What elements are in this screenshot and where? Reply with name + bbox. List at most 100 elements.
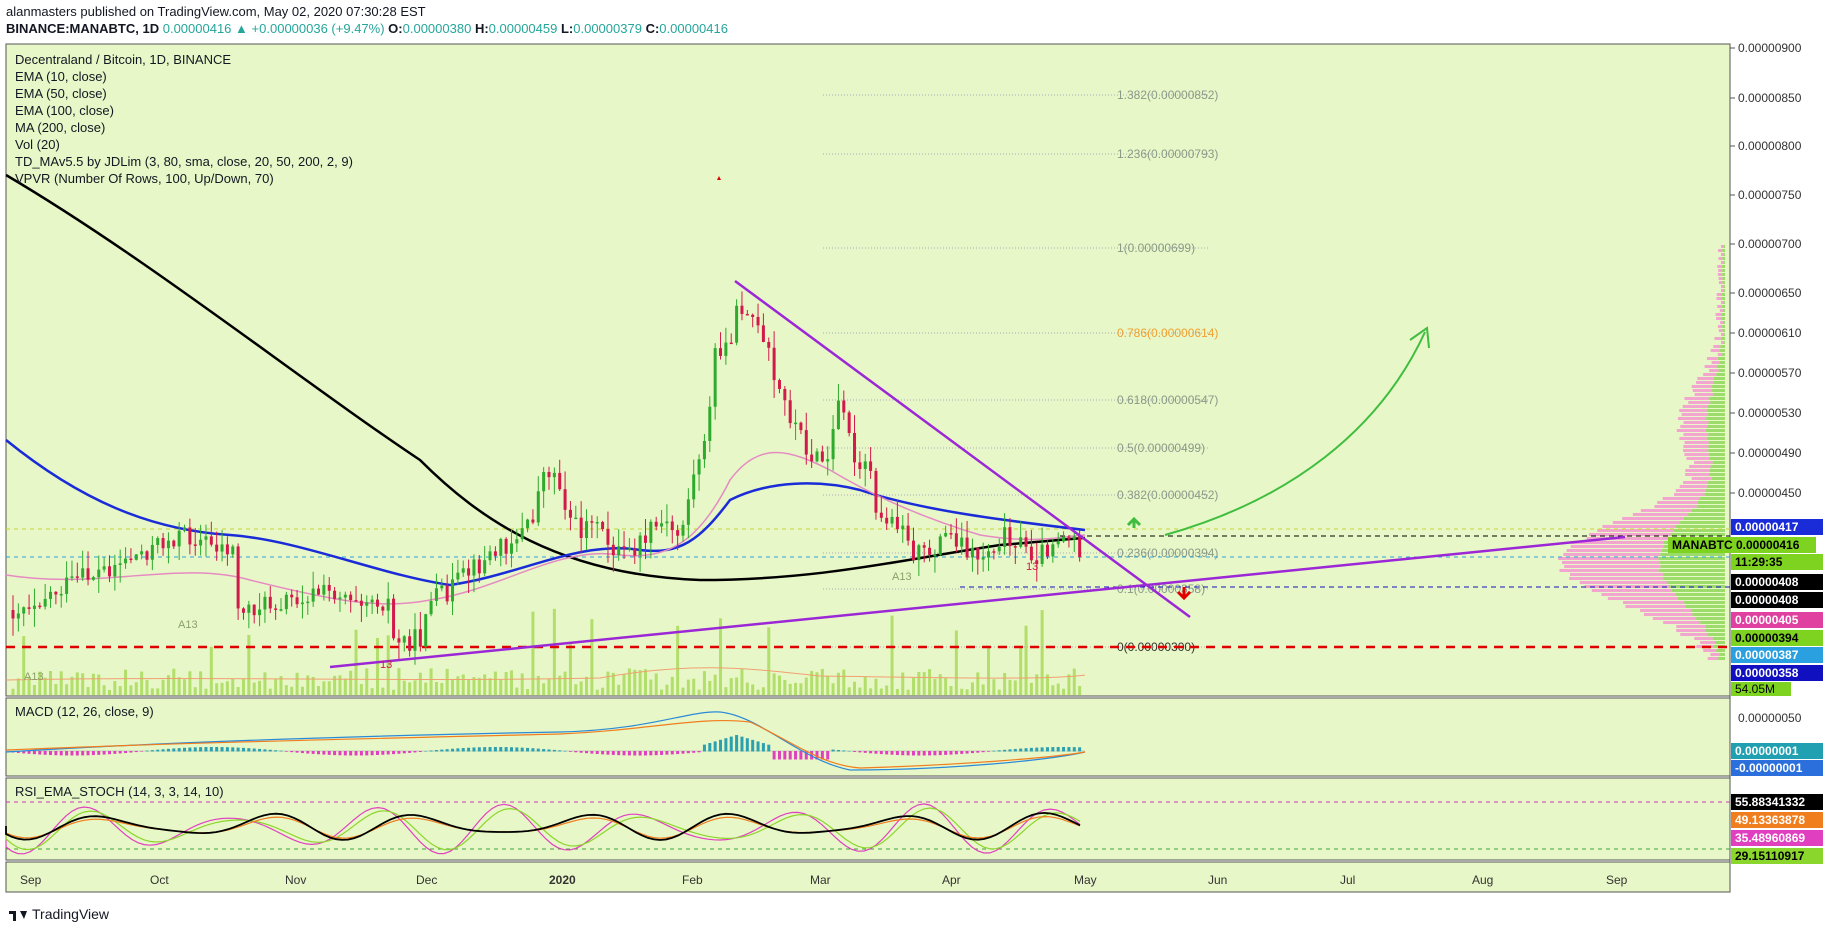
- macd-histogram-bar: [638, 751, 642, 756]
- vpvr-up-bar: [1710, 401, 1725, 404]
- volume-bar: [392, 689, 396, 695]
- candle-body: [858, 462, 862, 469]
- candle-body: [338, 597, 342, 600]
- vpvr-down-bar: [1710, 349, 1720, 352]
- macd-histogram-bar: [75, 751, 79, 756]
- volume-bar: [102, 685, 106, 695]
- volume-bar: [75, 672, 79, 695]
- vpvr-up-bar: [1719, 349, 1725, 352]
- macd-histogram-bar: [140, 751, 144, 752]
- macd-histogram-bar: [241, 747, 245, 752]
- volume-bar: [542, 683, 546, 695]
- x-tick-label: May: [1074, 873, 1097, 887]
- macd-histogram-bar: [451, 748, 455, 752]
- volume-profile: [1558, 245, 1725, 660]
- rsi-badge-bg: [1731, 830, 1823, 846]
- candle-body: [166, 540, 170, 549]
- volume-bar: [627, 668, 631, 695]
- vpvr-up-bar: [1663, 573, 1725, 576]
- candle-body: [654, 521, 658, 527]
- vpvr-up-bar: [1708, 397, 1725, 400]
- macd-histogram-bar: [863, 751, 867, 753]
- vpvr-down-bar: [1559, 569, 1659, 572]
- vpvr-up-bar: [1700, 621, 1725, 624]
- candle-body: [483, 560, 487, 574]
- candle-body: [579, 517, 583, 538]
- candle-body: [91, 577, 95, 580]
- fib-label: 0.236(0.00000394): [1117, 546, 1218, 560]
- legend-line: EMA (100, close): [15, 103, 114, 118]
- price-badge-text: 11:29:35: [1735, 555, 1783, 569]
- top-marker-icon: [717, 176, 721, 180]
- candle-body: [745, 313, 749, 316]
- volume-bar: [917, 671, 921, 695]
- macd-histogram-bar: [633, 751, 637, 756]
- vpvr-up-bar: [1707, 633, 1725, 636]
- macd-histogram-bar: [290, 751, 294, 753]
- candle-body: [1045, 544, 1049, 557]
- macd-histogram-bar: [729, 736, 733, 752]
- volume-bar: [1056, 683, 1060, 695]
- vpvr-up-bar: [1722, 325, 1725, 328]
- candle-body: [735, 305, 739, 343]
- macd-histogram-bar: [263, 749, 267, 752]
- volume-bar: [268, 688, 272, 695]
- candle-body: [627, 548, 631, 550]
- vpvr-down-bar: [1570, 573, 1664, 576]
- footer-brand[interactable]: TradingView: [8, 906, 109, 922]
- last-price: 0.00000416: [162, 21, 232, 36]
- vpvr-down-bar: [1721, 245, 1724, 248]
- vpvr-down-bar: [1676, 625, 1706, 628]
- volume-bar: [526, 688, 530, 695]
- vpvr-down-bar: [1622, 517, 1684, 520]
- volume-bar: [552, 608, 556, 695]
- vpvr-up-bar: [1720, 345, 1725, 348]
- macd-title: MACD (12, 26, close, 9): [15, 704, 154, 719]
- volume-bar: [279, 676, 283, 695]
- volume-bar: [611, 672, 615, 695]
- price-badge-bg: [1731, 554, 1823, 570]
- macd-histogram-bar: [713, 741, 717, 752]
- macd-histogram-bar: [783, 751, 787, 760]
- macd-histogram-bar: [424, 750, 428, 752]
- candle-body: [874, 470, 878, 513]
- vpvr-down-bar: [1691, 385, 1712, 388]
- volume-bar: [91, 673, 95, 695]
- candle-body: [895, 516, 899, 530]
- vpvr-down-bar: [1677, 417, 1707, 420]
- candle-body: [1035, 560, 1039, 564]
- macd-histogram-bar: [627, 751, 631, 756]
- vpvr-down-bar: [1720, 321, 1724, 324]
- volume-bar: [284, 685, 288, 695]
- candle-body: [526, 519, 530, 529]
- rsi-title: RSI_EMA_STOCH (14, 3, 3, 14, 10): [15, 784, 224, 799]
- macd-histogram-bar: [895, 751, 899, 755]
- macd-histogram-bar: [970, 751, 974, 754]
- tradingview-logo-icon: [9, 911, 27, 922]
- macd-histogram-bar: [129, 751, 133, 753]
- volume-bar: [649, 679, 653, 695]
- macd-histogram-bar: [799, 751, 803, 760]
- vpvr-up-bar: [1707, 425, 1725, 428]
- candle-body: [1008, 527, 1012, 547]
- volume-bar: [863, 676, 867, 695]
- vpvr-down-bar: [1713, 345, 1721, 348]
- x-tick-label: Sep: [1606, 873, 1628, 887]
- y-tick-label: 0.00000900: [1738, 41, 1802, 55]
- macd-histogram-bar: [794, 751, 798, 760]
- candle-body: [241, 608, 245, 613]
- candle-body: [32, 605, 36, 609]
- volume-bar: [477, 677, 481, 695]
- vpvr-down-bar: [1703, 649, 1717, 652]
- volume-bar: [745, 682, 749, 695]
- volume-bar: [933, 678, 937, 695]
- macd-pane-bg: [5, 697, 1731, 777]
- vpvr-up-bar: [1709, 473, 1725, 476]
- candle-body: [183, 527, 187, 531]
- close-label: C:: [645, 21, 660, 36]
- vpvr-up-bar: [1688, 513, 1725, 516]
- macd-histogram-bar: [70, 751, 74, 756]
- volume-bar: [783, 679, 787, 695]
- volume-bar: [692, 678, 696, 695]
